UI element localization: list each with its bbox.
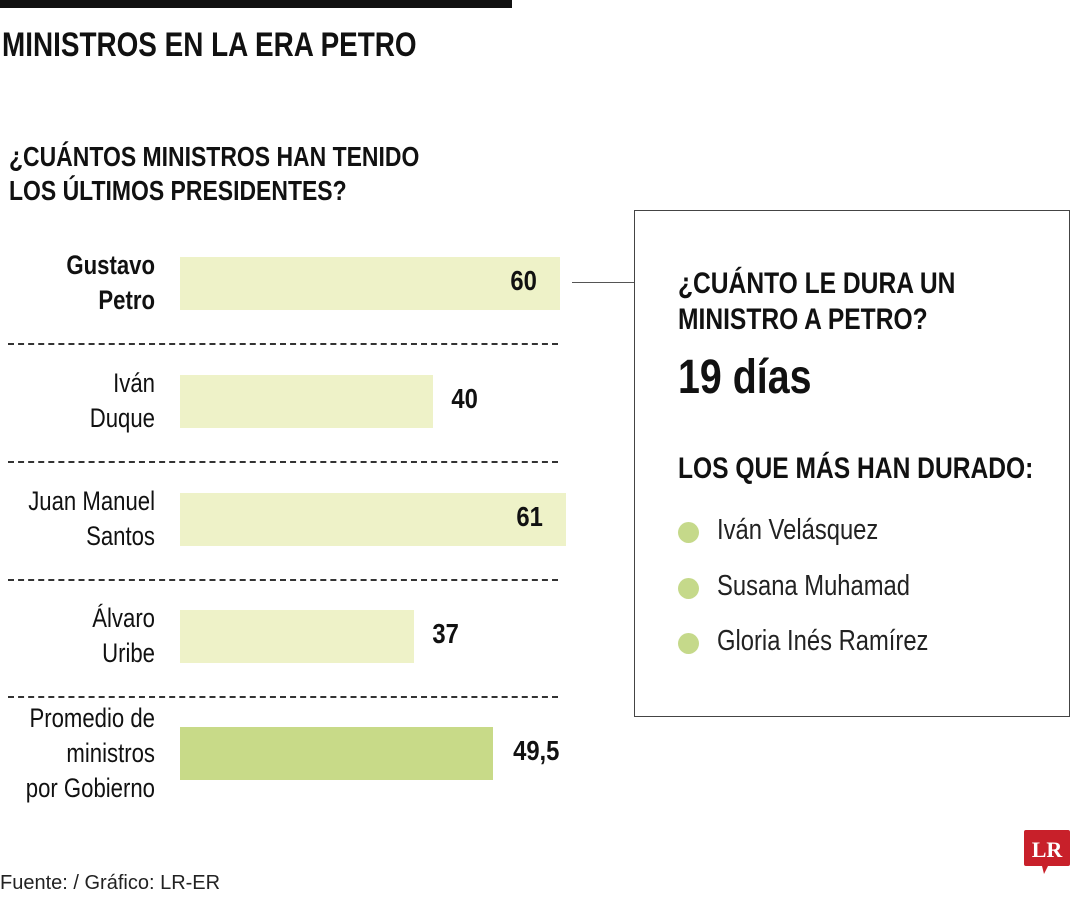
category-label: Juan Manuel Santos [28, 486, 155, 551]
info-box-answer: 19 días [678, 351, 812, 404]
data-label: 49,5 [513, 735, 560, 766]
bar [180, 375, 434, 428]
data-label: 37 [432, 618, 459, 649]
list-item-text: Iván Velásquez [717, 514, 879, 546]
row-divider [8, 343, 558, 345]
row-divider [8, 461, 558, 463]
bar [180, 257, 560, 310]
chart-title: ¿CUÁNTOS MINISTROS HAN TENIDO LOS ÚLTIMO… [9, 141, 420, 206]
svg-text:LR: LR [1032, 837, 1064, 862]
data-label: 60 [510, 265, 537, 296]
bar-chart: Gustavo Petro 60 Iván Duque 40 Juan Manuel S… [0, 240, 600, 820]
bar [180, 610, 415, 663]
category-label: Álvaro Uribe [92, 603, 155, 668]
bullet-dot-icon [678, 522, 699, 543]
info-box-question: ¿CUÁNTO LE DURA UN MINISTRO A PETRO? [678, 267, 956, 336]
info-box [634, 210, 1070, 717]
list-item-text: Gloria Inés Ramírez [717, 625, 929, 657]
page-title: MINISTROS EN LA ERA PETRO [2, 26, 417, 64]
category-label: Promedio de ministros por Gobierno [25, 702, 155, 803]
lr-logo-icon: LR [1024, 830, 1070, 874]
source-note: Fuente: / Gráfico: LR-ER [0, 872, 221, 894]
category-label: Gustavo Petro [66, 250, 155, 315]
info-box-list-title: LOS QUE MÁS HAN DURADO: [678, 452, 1034, 485]
data-label: 40 [451, 383, 478, 414]
connector-line [572, 282, 634, 283]
bar [180, 493, 566, 546]
bullet-dot-icon [678, 578, 699, 599]
category-label: Iván Duque [89, 368, 155, 433]
row-divider [8, 696, 558, 698]
row-divider [8, 579, 558, 581]
list-item-text: Susana Muhamad [717, 570, 911, 602]
data-label: 61 [516, 501, 543, 532]
bullet-dot-icon [678, 633, 699, 654]
bar [180, 727, 494, 780]
top-rule [0, 0, 512, 8]
